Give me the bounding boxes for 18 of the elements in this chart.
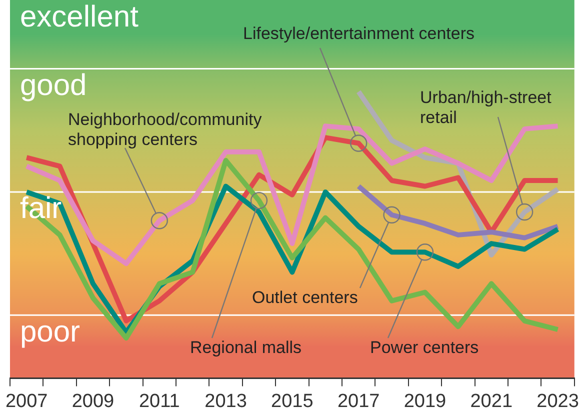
- x-tick-label: 2007: [5, 390, 48, 412]
- text: Regional malls: [190, 338, 302, 358]
- band-label: good: [20, 69, 87, 102]
- text: Power centers: [370, 338, 479, 358]
- x-tick-label: 2011: [138, 390, 180, 412]
- band-label: poor: [20, 315, 80, 348]
- band-label: excellent: [20, 0, 140, 34]
- text: Outlet centers: [252, 288, 358, 308]
- text: Lifestyle/entertainment centers: [243, 24, 475, 44]
- x-tick-label: 2009: [72, 390, 114, 412]
- series-label: Neighborhood/community shopping centers: [68, 110, 262, 150]
- x-tick-label: 2013: [204, 390, 247, 412]
- x-tick-label: 2017: [337, 390, 380, 412]
- series-label: Urban/high-street retail: [420, 88, 552, 128]
- x-tick-label: 2015: [271, 390, 314, 412]
- x-tick-label: 2019: [404, 390, 446, 412]
- x-tick-label: 2023: [536, 390, 579, 412]
- x-tick-label: 2021: [470, 390, 513, 412]
